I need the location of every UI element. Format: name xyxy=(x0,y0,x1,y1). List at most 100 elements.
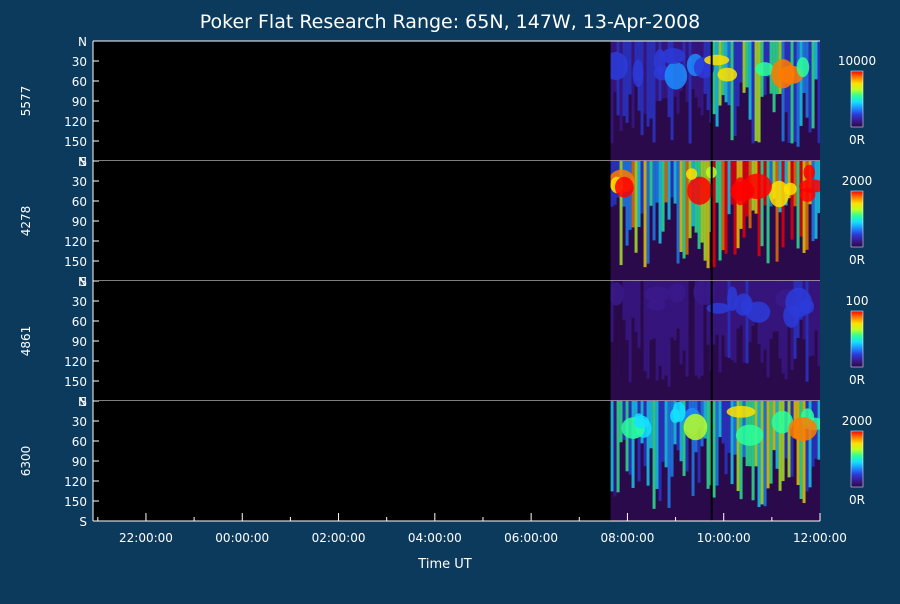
aurora-streak xyxy=(733,281,737,363)
aurora-streak xyxy=(628,281,632,383)
aurora-streak xyxy=(637,281,641,348)
aurora-arc xyxy=(740,298,752,315)
aurora-streak xyxy=(706,281,710,345)
aurora-streak xyxy=(811,281,815,356)
aurora-arc xyxy=(755,62,774,77)
aurora-streak xyxy=(745,41,749,88)
x-tick-label: 08:00:00 xyxy=(600,531,654,545)
aurora-arc xyxy=(742,173,772,200)
aurora-streak xyxy=(646,281,650,379)
aurora-streak xyxy=(628,41,632,95)
y-tick-label: 90 xyxy=(72,455,87,469)
aurora-streak xyxy=(736,41,740,107)
aurora-arc xyxy=(654,49,666,75)
aurora-streak xyxy=(775,401,779,469)
x-tick-label: 10:00:00 xyxy=(697,531,751,545)
colorbar-min-label: 0R xyxy=(849,133,865,147)
y-tick-label: 120 xyxy=(64,115,87,129)
colorbar xyxy=(850,430,864,488)
aurora-streak xyxy=(799,161,803,237)
aurora-arc xyxy=(788,417,818,441)
aurora-arc xyxy=(632,59,644,88)
aurora-streak xyxy=(808,401,812,488)
aurora-streak xyxy=(643,281,647,372)
aurora-streak xyxy=(631,41,635,128)
x-tick-label: 22:00:00 xyxy=(119,531,173,545)
aurora-streak xyxy=(760,401,764,505)
aurora-streak xyxy=(652,401,656,509)
y-tick-label: 90 xyxy=(72,335,87,349)
aurora-streak xyxy=(787,41,791,143)
aurora-arc xyxy=(771,410,794,434)
y-tick-label: 90 xyxy=(72,95,87,109)
aurora-streak xyxy=(727,281,731,358)
aurora-streak xyxy=(772,161,776,199)
aurora-streak xyxy=(655,281,659,381)
aurora-arc xyxy=(633,415,650,429)
aurora-streak xyxy=(730,161,734,205)
aurora-image xyxy=(610,401,820,521)
aurora-streak xyxy=(700,41,704,116)
aurora-streak xyxy=(700,281,704,376)
aurora-streak xyxy=(721,41,725,96)
aurora-arc xyxy=(660,48,686,64)
aurora-streak xyxy=(619,401,623,443)
x-tick-label: 12:00:00 xyxy=(793,531,847,545)
aurora-streak xyxy=(757,161,761,257)
aurora-streak xyxy=(673,161,677,204)
aurora-streak xyxy=(697,281,701,379)
colorbar xyxy=(850,190,864,248)
aurora-arc xyxy=(685,168,698,180)
aurora-streak xyxy=(619,41,623,132)
panel-wavelength-label: 4278 xyxy=(19,206,33,237)
aurora-streak xyxy=(667,281,671,387)
aurora-streak xyxy=(610,41,614,144)
aurora-arc xyxy=(672,401,686,422)
aurora-streak xyxy=(637,161,641,227)
aurora-streak xyxy=(676,401,680,451)
aurora-streak xyxy=(613,401,617,497)
aurora-streak xyxy=(670,401,674,477)
aurora-streak xyxy=(664,281,668,376)
colorbar-min-label: 0R xyxy=(849,253,865,267)
y-tick-label: 60 xyxy=(72,75,87,89)
aurora-streak xyxy=(670,281,674,338)
colorbar-max-label: 100 xyxy=(846,294,869,308)
aurora-arc xyxy=(664,62,688,90)
aurora-streak xyxy=(640,281,644,330)
aurora-streak xyxy=(751,41,755,144)
aurora-streak xyxy=(661,161,665,232)
aurora-streak xyxy=(805,401,809,492)
aurora-streak xyxy=(766,281,770,378)
x-tick-label: 02:00:00 xyxy=(312,531,366,545)
aurora-streak xyxy=(655,161,659,203)
aurora-streak xyxy=(787,161,791,199)
aurora-streak xyxy=(610,401,614,492)
aurora-streak xyxy=(643,161,647,268)
aurora-streak xyxy=(769,281,773,339)
aurora-streak xyxy=(622,281,626,321)
y-tick-label: 120 xyxy=(64,355,87,369)
y-tick-label: N xyxy=(78,275,87,289)
aurora-streak xyxy=(799,401,803,499)
y-tick-label: 30 xyxy=(72,295,87,309)
aurora-streak xyxy=(727,161,731,215)
aurora-streak xyxy=(661,401,665,462)
x-axis-label: Time UT xyxy=(417,557,471,572)
aurora-streak xyxy=(652,41,656,143)
aurora-streak xyxy=(748,41,752,120)
aurora-streak xyxy=(691,281,695,319)
aurora-streak xyxy=(625,161,629,246)
aurora-arc xyxy=(683,413,708,441)
x-tick-label: 06:00:00 xyxy=(504,531,558,545)
y-tick-label: N xyxy=(78,395,87,409)
aurora-streak xyxy=(625,41,629,123)
aurora-streak xyxy=(679,401,683,462)
keogram-panel-4861: N 30 60 90 120 150 S 4861 100 0R xyxy=(19,275,868,409)
panel-wavelength-label: 6300 xyxy=(19,446,33,477)
colorbar-max-label: 10000 xyxy=(838,54,876,68)
y-tick-label: S xyxy=(79,395,87,409)
aurora-arc xyxy=(706,302,731,314)
aurora-streak xyxy=(658,161,662,244)
